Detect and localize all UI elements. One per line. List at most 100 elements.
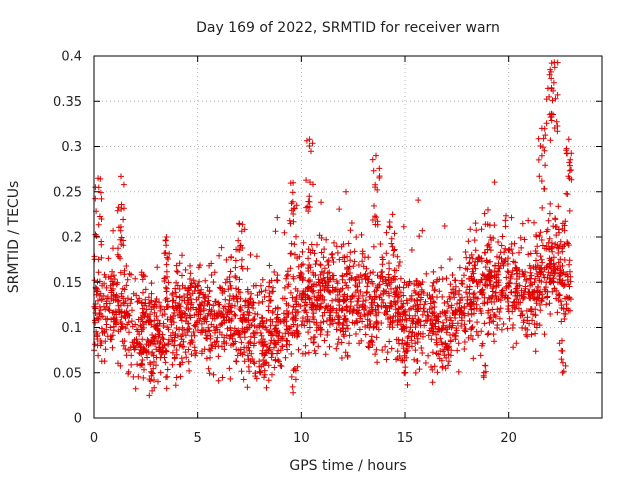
data-point (216, 301, 223, 308)
data-point (226, 317, 233, 324)
data-point (108, 273, 114, 280)
data-point (232, 312, 239, 319)
data-point (161, 275, 168, 282)
data-point (365, 343, 372, 350)
data-point (115, 297, 122, 304)
data-point (316, 305, 323, 312)
data-point (513, 340, 520, 347)
data-point (338, 339, 345, 346)
data-point (548, 60, 555, 67)
data-point (308, 305, 315, 311)
data-point (191, 322, 198, 329)
data-point (550, 267, 557, 273)
data-point (110, 327, 117, 334)
data-point (261, 374, 267, 381)
data-point (436, 288, 443, 295)
data-point (334, 249, 341, 256)
data-point (358, 231, 365, 238)
data-point (508, 214, 515, 221)
data-point (509, 250, 516, 257)
data-point (95, 175, 102, 182)
data-point (390, 252, 397, 258)
data-point (104, 304, 110, 311)
data-point (434, 369, 441, 376)
data-point (144, 354, 151, 361)
data-point (240, 376, 247, 383)
grid (94, 56, 602, 418)
data-point (331, 239, 337, 246)
data-point (245, 344, 252, 351)
data-point (383, 229, 390, 236)
data-point (117, 302, 124, 309)
data-point (197, 289, 204, 296)
data-point (324, 328, 331, 335)
data-point (261, 338, 268, 345)
data-point (378, 320, 385, 326)
data-point (266, 297, 273, 304)
data-point (533, 257, 539, 264)
data-point (322, 351, 329, 358)
data-point (477, 305, 483, 312)
data-point (472, 247, 479, 254)
data-point (345, 240, 352, 247)
data-point (268, 332, 274, 339)
data-point (361, 273, 368, 279)
data-point (151, 309, 158, 316)
data-point (318, 326, 325, 333)
data-point (179, 331, 186, 337)
data-point (153, 296, 160, 302)
data-point (120, 342, 127, 349)
data-point (391, 298, 397, 305)
data-point (564, 191, 571, 198)
data-point (258, 339, 264, 346)
data-point (321, 309, 328, 316)
data-point (244, 286, 251, 293)
data-point (469, 277, 476, 284)
data-point (212, 343, 219, 350)
data-point (268, 354, 275, 361)
data-point (429, 322, 436, 329)
data-point (343, 304, 350, 311)
data-point (163, 285, 170, 292)
data-point (527, 282, 534, 289)
data-point (254, 311, 261, 318)
data-point (324, 258, 331, 265)
data-point (179, 252, 185, 259)
data-point (259, 298, 266, 305)
data-point (246, 321, 253, 328)
data-point (499, 287, 506, 294)
data-point (439, 308, 446, 315)
data-point (558, 305, 565, 311)
data-point (333, 326, 340, 333)
data-point (567, 162, 573, 169)
data-point (327, 275, 334, 282)
data-point (386, 223, 393, 230)
data-point (568, 176, 575, 183)
data-point (335, 319, 342, 326)
data-point (505, 295, 512, 302)
data-point (542, 162, 549, 169)
data-point (466, 260, 473, 267)
data-point (146, 376, 153, 383)
data-point (549, 288, 556, 295)
data-point (129, 323, 136, 330)
data-point (433, 331, 440, 338)
data-point (353, 308, 360, 315)
data-point (193, 311, 200, 318)
data-point (203, 355, 210, 362)
data-point (555, 203, 562, 210)
data-point (110, 227, 117, 234)
data-point (156, 347, 163, 354)
data-point (206, 370, 213, 377)
data-point (439, 293, 446, 300)
data-point (177, 314, 184, 321)
data-point (136, 331, 143, 338)
data-point (504, 261, 511, 267)
data-point (546, 235, 553, 242)
data-point (96, 292, 103, 299)
data-point (529, 317, 536, 324)
data-point (441, 300, 448, 306)
data-point (416, 366, 423, 373)
chart-title: Day 169 of 2022, SRMTID for receiver war… (196, 20, 500, 36)
data-point (311, 319, 317, 326)
